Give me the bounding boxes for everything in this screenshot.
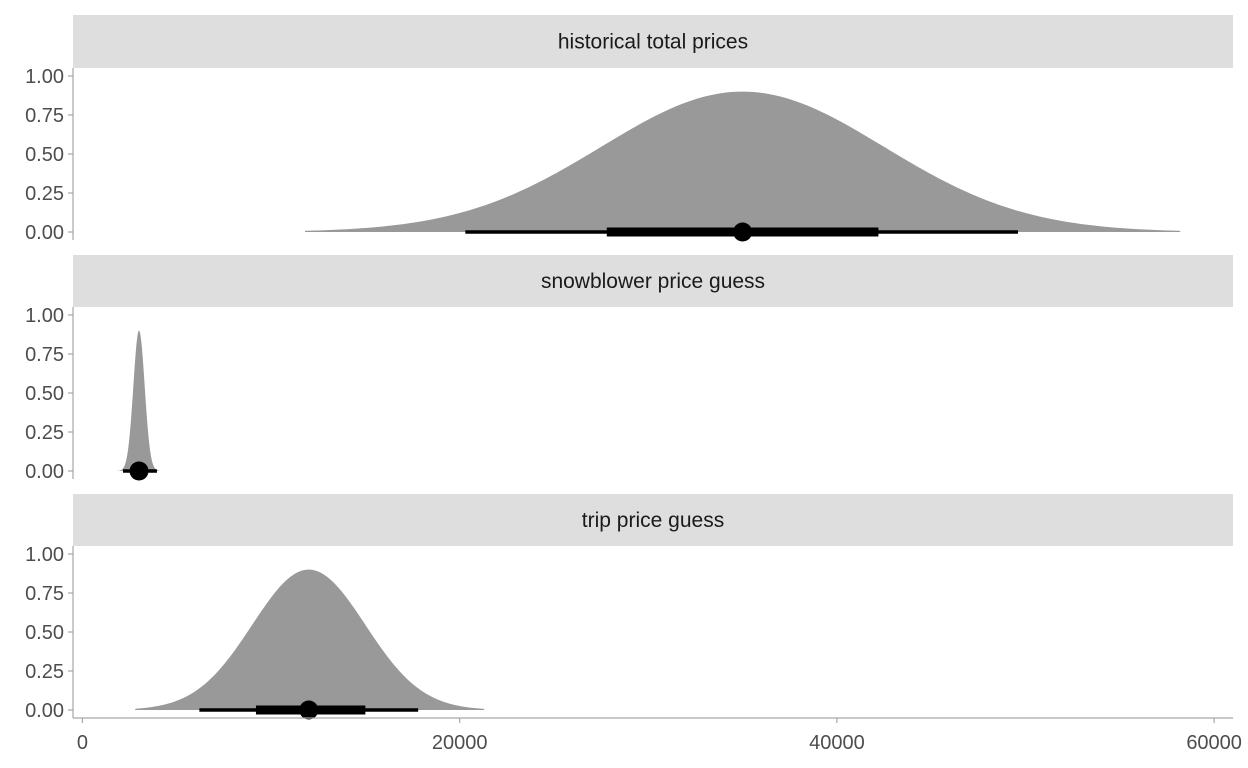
y-tick-label: 1.00 <box>25 544 64 566</box>
y-tick-label: 0.75 <box>25 583 64 605</box>
x-tick-label: 20000 <box>432 732 488 754</box>
facet-strip-label: historical total prices <box>558 31 748 54</box>
y-tick-label: 0.25 <box>25 661 64 683</box>
y-tick-label: 0.25 <box>25 183 64 205</box>
y-tick-label: 1.00 <box>25 305 64 327</box>
point-estimate <box>299 700 319 720</box>
facet-strip-label: snowblower price guess <box>541 270 765 293</box>
y-tick-label: 0.75 <box>25 105 64 127</box>
density-area <box>305 91 1181 232</box>
facet-strip <box>73 494 1233 546</box>
y-tick-label: 0.00 <box>25 461 64 483</box>
x-tick-label: 0 <box>77 732 88 754</box>
facet-strip <box>73 255 1233 307</box>
x-tick-label: 60000 <box>1186 732 1242 754</box>
point-estimate <box>129 461 149 481</box>
y-tick-label: 0.50 <box>25 383 64 405</box>
facet-strip <box>73 15 1233 68</box>
y-tick-label: 0.00 <box>25 222 64 244</box>
y-tick-label: 1.00 <box>25 66 64 88</box>
point-estimate <box>733 222 753 242</box>
y-tick-label: 0.25 <box>25 422 64 444</box>
facet-strip-label: trip price guess <box>582 509 724 532</box>
y-tick-label: 0.00 <box>25 700 64 722</box>
density-area <box>110 330 168 471</box>
y-tick-label: 0.75 <box>25 344 64 366</box>
x-tick-label: 40000 <box>809 732 865 754</box>
y-tick-label: 0.50 <box>25 622 64 644</box>
y-tick-label: 0.50 <box>25 144 64 166</box>
density-area <box>135 569 485 710</box>
